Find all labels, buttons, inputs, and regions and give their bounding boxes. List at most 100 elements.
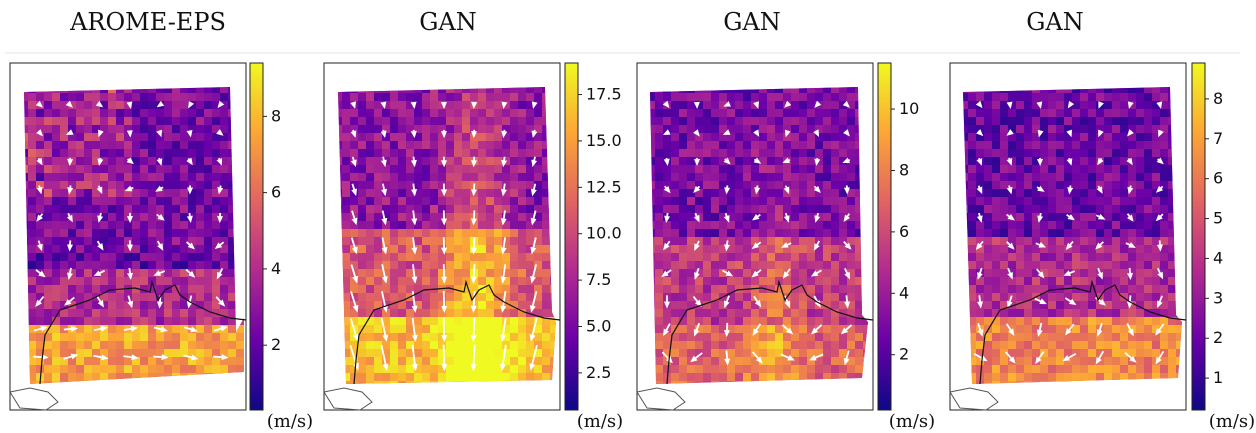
wind-arrow <box>694 240 700 251</box>
wind-arrow <box>156 240 164 251</box>
wind-arrow <box>723 295 730 309</box>
wind-arrow <box>843 350 850 366</box>
colorbar-tick-label: 3 <box>1213 288 1223 307</box>
wind-arrow <box>33 354 49 361</box>
wind-arrow <box>663 157 670 166</box>
wind-arrow <box>977 267 983 280</box>
wind-arrow <box>662 129 671 136</box>
wind-arrow <box>36 129 43 137</box>
wind-arrow <box>37 240 43 252</box>
wind-arrow <box>441 344 448 372</box>
wind-arrow <box>97 157 104 166</box>
colorbar-tick-label: 4 <box>1213 248 1223 267</box>
wind-arrow <box>1124 351 1137 363</box>
wind-arrow <box>350 237 358 255</box>
wind-arrow <box>722 269 734 277</box>
wind-arrows <box>349 101 538 372</box>
wind-arrow <box>349 345 360 371</box>
wind-arrow <box>844 295 851 309</box>
wind-arrow <box>724 185 731 195</box>
wind-arrow <box>64 296 75 306</box>
wind-arrow <box>351 210 358 226</box>
wind-arrow <box>810 324 823 335</box>
wind-arrow <box>531 129 538 138</box>
colorbar-unit-label: (m/s) <box>577 411 623 432</box>
wind-arrow <box>814 212 821 223</box>
colorbar-tick-label: 2 <box>899 345 909 364</box>
wind-arrow <box>693 212 700 223</box>
wind-arrow <box>216 129 224 136</box>
colorbar-tick-label: 5 <box>1213 209 1223 228</box>
wind-arrow <box>530 210 537 226</box>
wind-arrow <box>1004 351 1016 364</box>
wind-arrow <box>411 237 418 255</box>
wind-arrow <box>440 156 447 168</box>
wind-arrow <box>410 101 417 109</box>
wind-arrow <box>752 213 761 221</box>
wind-arrow <box>1155 350 1165 365</box>
wind-arrow <box>1036 268 1045 279</box>
wind-arrow <box>723 212 730 223</box>
wind-arrow <box>664 295 671 309</box>
wind-arrow <box>724 240 731 252</box>
wind-arrow <box>35 296 45 307</box>
wind-arrow <box>752 323 762 336</box>
wind-arrow <box>349 318 359 342</box>
wind-arrow <box>214 241 225 250</box>
wind-arrow <box>213 325 228 332</box>
wind-arrow <box>1006 157 1013 166</box>
wind-arrow <box>380 317 389 342</box>
wind-arrow <box>380 129 387 139</box>
wind-arrow <box>186 157 193 166</box>
colorbar-unit-label: (m/s) <box>1209 411 1255 432</box>
wind-arrow <box>751 351 763 364</box>
wind-arrow <box>1065 240 1074 250</box>
wind-arrow <box>1006 213 1015 221</box>
wind-arrow <box>187 185 194 195</box>
wind-arrow <box>723 322 730 338</box>
colorbar-tick-label: 8 <box>1213 89 1223 108</box>
wind-arrow <box>1066 213 1076 221</box>
wind-arrow <box>1096 322 1103 337</box>
wind-arrow <box>977 295 984 309</box>
wind-arrow <box>156 157 163 166</box>
wind-arrow <box>217 185 224 195</box>
wind-arrow <box>976 129 984 137</box>
wind-arrow <box>350 264 359 284</box>
wind-arrow <box>440 101 447 109</box>
wind-arrow <box>156 129 163 138</box>
wind-arrow <box>1156 295 1163 309</box>
wind-arrow <box>1036 322 1043 337</box>
wind-arrow <box>1156 157 1164 165</box>
panel-title: GAN <box>723 8 781 36</box>
wind-arrow <box>663 185 671 194</box>
wind-arrow <box>216 157 223 166</box>
wind-arrow <box>1062 353 1077 362</box>
colorbar-tick-label: 2 <box>271 335 281 354</box>
wind-arrow <box>1156 240 1163 252</box>
wind-arrow <box>693 322 700 337</box>
wind-arrows <box>973 100 1165 365</box>
wind-arrow <box>67 240 74 252</box>
wind-arrow <box>153 326 168 333</box>
panel-title: GAN <box>1026 8 1084 36</box>
wind-arrow <box>98 129 104 138</box>
wind-arrow <box>216 268 224 280</box>
wind-arrow <box>1036 101 1043 109</box>
wind-arrow <box>975 100 983 109</box>
wind-arrow <box>93 325 108 332</box>
wind-arrow <box>1158 129 1164 138</box>
wind-arrow <box>976 212 983 223</box>
wind-arrow <box>470 344 477 372</box>
wind-arrow <box>501 156 508 168</box>
wind-arrow <box>781 324 794 335</box>
coastline <box>39 279 247 385</box>
wind-arrow <box>783 185 790 195</box>
wind-arrow <box>153 354 169 361</box>
wind-arrow <box>95 100 104 108</box>
wind-arrow <box>1127 129 1134 137</box>
panel-title: AROME-EPS <box>69 8 226 36</box>
wind-arrow <box>753 101 759 109</box>
wind-arrow <box>411 290 418 313</box>
